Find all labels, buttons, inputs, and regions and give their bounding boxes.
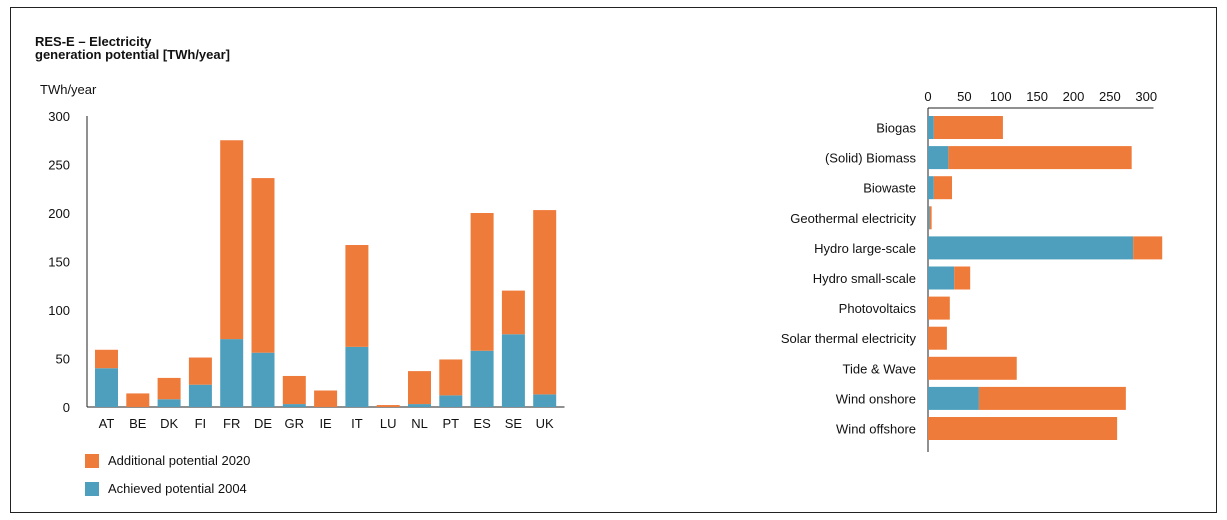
right-bar-segment <box>929 206 932 230</box>
left-y-tick-label: 300 <box>48 109 70 124</box>
left-bar-segment <box>220 339 244 407</box>
left-bar-segment <box>533 394 557 407</box>
left-x-tick-label: BE <box>129 416 147 431</box>
legend-label-achieved: Achieved potential 2004 <box>108 481 247 496</box>
left-bar-segment <box>314 390 338 407</box>
legend-item-achieved: Achieved potential 2004 <box>85 481 247 496</box>
right-bar-segment <box>928 326 947 350</box>
left-y-tick-label: 250 <box>48 158 70 173</box>
left-x-tick-label: SE <box>505 416 523 431</box>
left-x-tick-label: IT <box>351 416 363 431</box>
right-bar-segment <box>928 146 949 170</box>
right-category-label: Wind offshore <box>836 422 916 437</box>
right-bar-segment <box>933 116 1003 139</box>
left-bar-segment <box>157 399 181 407</box>
right-x-tick-label: 150 <box>1026 89 1048 104</box>
right-bar-segment <box>928 356 1017 380</box>
left-bar-segment <box>95 349 118 369</box>
right-category-label: Tide & Wave <box>843 361 916 376</box>
right-category-label: Biowaste <box>863 181 916 196</box>
left-bar-segment <box>345 245 369 347</box>
legend-swatch-achieved <box>85 481 99 496</box>
left-bar-segment <box>188 357 212 385</box>
right-bar-segment <box>928 206 930 230</box>
right-bar-segment <box>928 116 934 139</box>
left-bar-segment <box>501 290 525 335</box>
left-y-tick-label: 200 <box>48 206 70 221</box>
right-x-tick-label: 100 <box>990 89 1012 104</box>
left-bar-segment <box>282 404 306 407</box>
right-bar-segment <box>978 386 1126 410</box>
left-bar-segment <box>470 213 494 351</box>
left-bar-segment <box>533 210 557 395</box>
left-x-tick-label: DK <box>160 416 178 431</box>
right-bar-segment <box>1133 236 1163 260</box>
left-x-tick-label: UK <box>536 416 554 431</box>
left-x-tick-label: LU <box>380 416 397 431</box>
left-y-tick-label: 50 <box>56 352 70 367</box>
right-x-tick-label: 50 <box>957 89 971 104</box>
left-bar-segment <box>220 140 244 340</box>
right-bar-segment <box>928 417 1118 440</box>
legend-label-additional: Additional potential 2020 <box>108 453 251 468</box>
left-x-tick-label: FI <box>195 416 207 431</box>
right-bar-segment <box>948 146 1132 170</box>
left-x-tick-label: NL <box>411 416 428 431</box>
left-bar-segment <box>95 368 118 407</box>
left-x-tick-label: AT <box>99 416 115 431</box>
left-bar-segment <box>408 404 431 407</box>
left-bar-segment <box>126 393 150 407</box>
left-bar-segment <box>439 395 463 407</box>
left-bar-segment <box>157 377 181 400</box>
left-x-tick-label: FR <box>223 416 240 431</box>
left-chart-y-unit: TWh/year <box>40 82 97 97</box>
right-category-label: Geothermal electricity <box>790 211 916 226</box>
right-category-label: Wind onshore <box>836 391 916 406</box>
left-bar-segment <box>470 350 494 407</box>
right-bar-segment <box>928 296 950 320</box>
legend-item-additional: Additional potential 2020 <box>85 453 250 468</box>
right-category-label: Photovoltaics <box>839 301 917 316</box>
left-x-tick-label: DE <box>254 416 272 431</box>
left-y-tick-label: 150 <box>48 255 70 270</box>
left-bar-segment <box>282 375 306 405</box>
left-x-tick-label: GR <box>285 416 305 431</box>
left-x-tick-label: IE <box>319 416 332 431</box>
right-category-label: (Solid) Biomass <box>825 151 917 166</box>
right-bar-segment <box>928 236 1134 260</box>
left-bar-segment <box>251 352 275 407</box>
left-bar-segment <box>501 334 525 407</box>
legend-swatch-additional <box>85 453 99 468</box>
left-bar-segment <box>251 178 275 353</box>
right-category-label: Solar thermal electricity <box>781 331 917 346</box>
right-bar-segment <box>933 176 953 200</box>
left-y-tick-label: 0 <box>63 400 70 415</box>
right-x-tick-label: 0 <box>924 89 931 104</box>
chart-title: RES-E – Electricity generation potential… <box>35 35 230 61</box>
right-category-label: Hydro small-scale <box>813 271 916 286</box>
right-bar-segment <box>954 266 971 290</box>
left-bar-segment <box>376 405 400 407</box>
left-bar-segment <box>188 384 212 407</box>
chart-title-line1: RES-E – Electricity <box>35 34 152 49</box>
left-bar-segment <box>439 359 463 396</box>
right-category-label: Hydro large-scale <box>814 241 916 256</box>
right-bar-segment <box>928 266 955 290</box>
right-bar-segment <box>928 386 979 410</box>
right-x-tick-label: 250 <box>1099 89 1121 104</box>
right-x-tick-label: 200 <box>1063 89 1085 104</box>
left-bar-segment <box>408 371 431 405</box>
left-bar-segment <box>345 346 369 407</box>
left-x-tick-label: PT <box>442 416 459 431</box>
chart-title-line2: generation potential [TWh/year] <box>35 47 231 62</box>
left-x-tick-label: ES <box>473 416 491 431</box>
right-bar-segment <box>928 176 934 200</box>
right-category-label: Biogas <box>876 121 916 136</box>
right-x-tick-label: 300 <box>1135 89 1157 104</box>
left-y-tick-label: 100 <box>48 303 70 318</box>
